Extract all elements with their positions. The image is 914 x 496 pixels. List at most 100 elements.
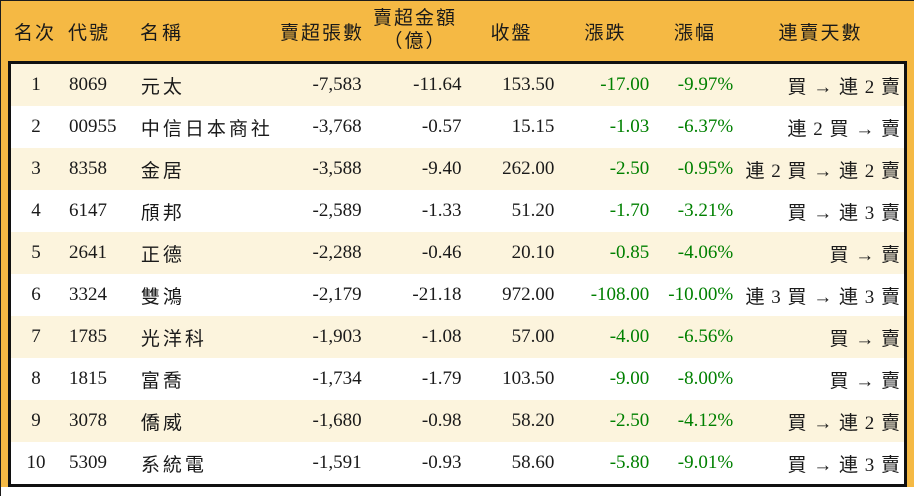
sell-volume-cell: -7,583	[312, 74, 362, 95]
sell-volume-cell: -2,179	[312, 284, 362, 305]
table-row: 9 3078 僑威 -1,680 -0.98 58.20 -2.50 -4.12…	[11, 400, 904, 442]
rank-cell: 10	[26, 452, 46, 473]
close-cell: 51.20	[511, 200, 555, 221]
rank-cell: 1	[31, 74, 41, 95]
table-body: 1 8069 元太 -7,583 -11.64 153.50 -17.00 -9…	[8, 61, 907, 487]
streak-cell: 買 → 賣	[829, 370, 901, 392]
column-header-change-pct: 漲幅	[673, 22, 716, 44]
name-cell: 正德	[140, 244, 185, 266]
name-cell: 金居	[140, 160, 185, 182]
code-cell: 8358	[68, 158, 107, 179]
sell-volume-cell: -1,734	[312, 368, 362, 389]
column-header-name: 名稱	[140, 22, 185, 44]
table-row: 1 8069 元太 -7,583 -11.64 153.50 -17.00 -9…	[11, 64, 904, 106]
streak-cell: 買 → 賣	[829, 244, 901, 266]
column-header-change: 漲跌	[584, 22, 627, 44]
code-cell: 6147	[68, 200, 107, 221]
change-pct-cell: -6.37%	[677, 116, 734, 137]
table-row: 10 5309 系統電 -1,591 -0.93 58.60 -5.80 -9.…	[11, 442, 904, 484]
column-header-close: 收盤	[490, 22, 533, 44]
table-row: 7 1785 光洋科 -1,903 -1.08 57.00 -4.00 -6.5…	[11, 316, 904, 358]
change-cell: -5.80	[609, 452, 650, 473]
close-cell: 58.60	[511, 452, 555, 473]
streak-cell: 連 3 買 → 連 3 賣	[745, 286, 901, 308]
column-header-code: 代號	[68, 22, 111, 44]
name-cell: 光洋科	[140, 328, 207, 350]
sell-volume-cell: -2,288	[312, 242, 362, 263]
close-cell: 153.50	[502, 74, 555, 95]
sell-amount-cell: -0.46	[421, 242, 462, 263]
table-row: 5 2641 正德 -2,288 -0.46 20.10 -0.85 -4.06…	[11, 232, 904, 274]
rank-cell: 2	[31, 116, 41, 137]
sell-amount-cell: -1.33	[421, 200, 462, 221]
name-cell: 雙鴻	[140, 286, 185, 308]
change-cell: -1.03	[609, 116, 650, 137]
name-cell: 富喬	[140, 370, 185, 392]
sell-volume-cell: -3,588	[312, 158, 362, 179]
table-row: 2 00955 中信日本商社 -3,768 -0.57 15.15 -1.03 …	[11, 106, 904, 148]
change-cell: -17.00	[600, 74, 650, 95]
change-pct-cell: -8.00%	[677, 368, 734, 389]
close-cell: 103.50	[502, 368, 555, 389]
change-cell: -2.50	[609, 158, 650, 179]
name-cell: 頎邦	[140, 202, 185, 224]
rank-cell: 7	[31, 326, 41, 347]
streak-cell: 連 2 買 → 賣	[787, 118, 901, 140]
streak-cell: 買 → 連 2 賣	[787, 412, 901, 434]
sell-volume-cell: -2,589	[312, 200, 362, 221]
streak-cell: 買 → 連 3 賣	[787, 202, 901, 224]
code-cell: 5309	[68, 452, 107, 473]
name-cell: 中信日本商社	[140, 118, 273, 140]
rank-cell: 6	[31, 284, 41, 305]
change-cell: -108.00	[590, 284, 650, 305]
change-cell: -2.50	[609, 410, 650, 431]
streak-cell: 買 → 連 3 賣	[787, 454, 901, 476]
table-row: 8 1815 富喬 -1,734 -1.79 103.50 -9.00 -8.0…	[11, 358, 904, 400]
change-pct-cell: -0.95%	[677, 158, 734, 179]
sell-amount-cell: -9.40	[421, 158, 462, 179]
code-cell: 2641	[68, 242, 107, 263]
change-cell: -4.00	[609, 326, 650, 347]
sell-volume-cell: -3,768	[312, 116, 362, 137]
sell-amount-cell: -0.93	[421, 452, 462, 473]
change-pct-cell: -4.06%	[677, 242, 734, 263]
sell-amount-cell: -1.08	[421, 326, 462, 347]
close-cell: 57.00	[511, 326, 555, 347]
sell-amount-label-line2: （億）	[383, 31, 447, 52]
table-header: 名次 代號 名稱 賣超張數 賣超金額 （億） 收盤 漲跌 漲幅 連賣天數	[1, 1, 914, 61]
rank-cell: 8	[31, 368, 41, 389]
streak-cell: 連 2 買 → 連 2 賣	[745, 160, 901, 182]
streak-cell: 買 → 賣	[829, 328, 901, 350]
close-cell: 972.00	[502, 284, 555, 305]
sell-amount-cell: -0.98	[421, 410, 462, 431]
change-cell: -0.85	[609, 242, 650, 263]
sell-amount-cell: -1.79	[421, 368, 462, 389]
change-cell: -1.70	[609, 200, 650, 221]
column-header-streak: 連賣天數	[778, 22, 863, 44]
close-cell: 15.15	[511, 116, 555, 137]
column-header-sell-volume: 賣超張數	[280, 22, 365, 44]
code-cell: 00955	[68, 116, 117, 137]
rank-cell: 5	[31, 242, 41, 263]
table-row: 4 6147 頎邦 -2,589 -1.33 51.20 -1.70 -3.21…	[11, 190, 904, 232]
rank-cell: 3	[31, 158, 41, 179]
code-cell: 3324	[68, 284, 107, 305]
sell-amount-cell: -21.18	[412, 284, 462, 305]
name-cell: 系統電	[140, 454, 207, 476]
code-cell: 3078	[68, 410, 107, 431]
table-frame: 1 8069 元太 -7,583 -11.64 153.50 -17.00 -9…	[1, 61, 914, 487]
close-cell: 262.00	[502, 158, 555, 179]
sell-amount-label-line1: 賣超金額	[372, 8, 457, 30]
code-cell: 8069	[68, 74, 107, 95]
sell-amount-cell: -0.57	[421, 116, 462, 137]
sell-volume-cell: -1,591	[312, 452, 362, 473]
rank-cell: 4	[31, 200, 41, 221]
table-row: 6 3324 雙鴻 -2,179 -21.18 972.00 -108.00 -…	[11, 274, 904, 316]
sell-volume-cell: -1,903	[312, 326, 362, 347]
column-header-sell-amount: 賣超金額 （億）	[365, 8, 465, 54]
column-header-rank: 名次	[13, 22, 56, 44]
change-pct-cell: -9.01%	[677, 452, 734, 473]
change-cell: -9.00	[609, 368, 650, 389]
change-pct-cell: -9.97%	[677, 74, 734, 95]
